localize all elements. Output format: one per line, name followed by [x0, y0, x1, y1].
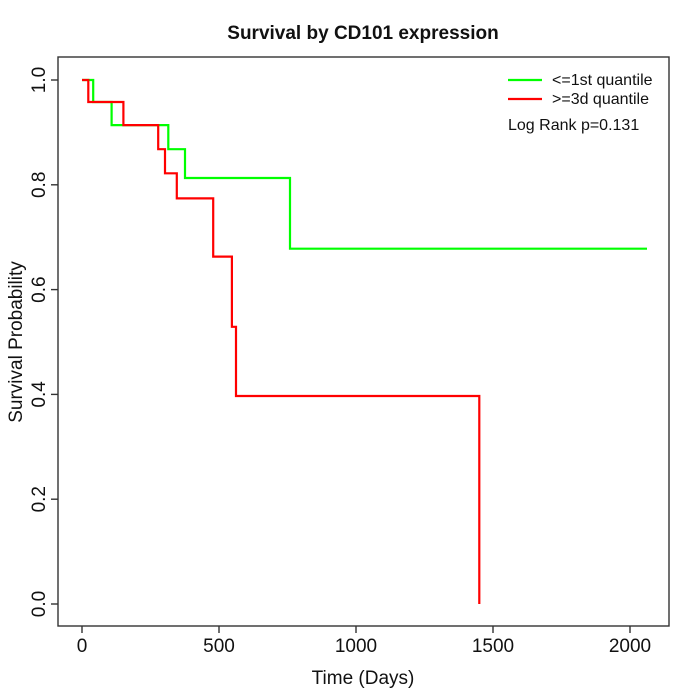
plot-frame [57, 56, 670, 627]
x-tick-label: 1500 [472, 636, 514, 657]
km-curve-series-0 [82, 78, 647, 250]
logrank-pvalue: Log Rank p=0.131 [508, 117, 639, 134]
y-tick-label: 0.4 [29, 381, 50, 408]
x-axis-label: Time (Days) [312, 668, 415, 689]
x-tick-label: 2000 [609, 636, 651, 657]
y-tick-label: 0.0 [29, 591, 50, 617]
legend-label-quantile3: >=3d quantile [552, 91, 649, 108]
y-tick-label: 0.8 [29, 172, 50, 198]
y-axis-label: Survival Probability [6, 261, 27, 423]
y-tick-label: 0.2 [29, 486, 50, 512]
x-axis-ticks: 0 500 1000 1500 2000 [77, 626, 651, 657]
y-tick-label: 0.6 [29, 276, 50, 302]
x-tick-label: 1000 [335, 636, 377, 657]
x-tick-label: 0 [77, 636, 88, 657]
chart-title: Survival by CD101 expression [227, 23, 498, 44]
km-curve-series-1 [82, 78, 481, 604]
y-axis-ticks: 0.0 0.2 0.4 0.6 0.8 1.0 [29, 67, 58, 617]
km-curves [82, 78, 647, 604]
x-tick-label: 500 [203, 636, 235, 657]
y-tick-label: 1.0 [29, 67, 50, 93]
legend-label-quantile1: <=1st quantile [552, 72, 653, 89]
legend: <=1st quantile >=3d quantile Log Rank p=… [508, 72, 653, 134]
